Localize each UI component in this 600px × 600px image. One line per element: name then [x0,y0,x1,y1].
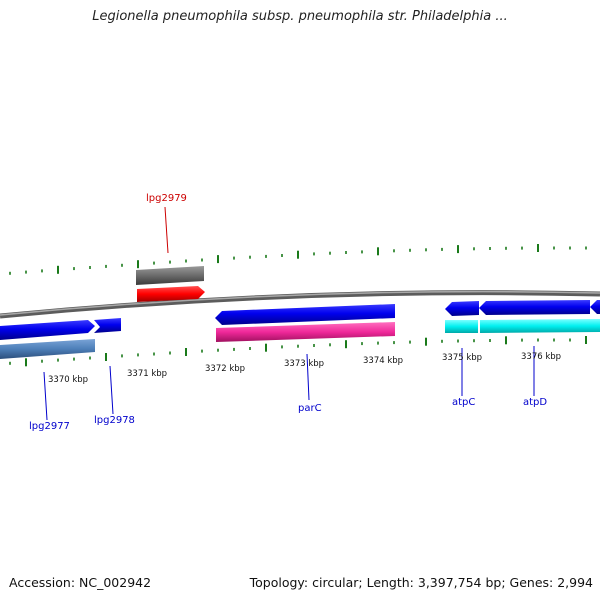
gene-atpD[interactable] [479,300,590,315]
gene-atp-next[interactable] [590,300,600,314]
gene-parC[interactable] [215,304,395,325]
scale-label: 3370 kbp [48,375,88,385]
gene-atpD-lower[interactable] [480,319,600,333]
gene-atpC[interactable] [445,301,479,316]
accession-text: Accession: NC_002942 [9,575,152,590]
gene-label-lpg2978[interactable]: lpg2978 [94,415,135,426]
genome-summary-text: Topology: circular; Length: 3,397,754 bp… [249,575,593,590]
gene-parC-lower[interactable] [216,322,395,342]
gene-atpC-lower[interactable] [445,320,478,333]
label-leader-lpg2977 [43,371,48,421]
scale-label: 3371 kbp [127,369,167,379]
gene-label-lpg2979[interactable]: lpg2979 [146,193,187,204]
scale-label: 3376 kbp [521,352,561,362]
gene-label-lpg2977[interactable]: lpg2977 [29,421,70,432]
scale-label: 3372 kbp [205,364,245,374]
gene-lpg2979-upper[interactable] [136,266,204,285]
scale-label: 3375 kbp [442,353,482,363]
gene-lpg2979[interactable] [137,286,205,302]
gene-label-atpD[interactable]: atpD [523,397,547,408]
gene-lpg2977-lower[interactable] [0,339,95,359]
genome-backbone-highlight [0,290,600,316]
inner-tick-track [9,336,587,367]
label-leader-parC [306,353,310,401]
scale-label: 3374 kbp [363,356,403,366]
gene-label-parC[interactable]: parC [298,403,322,414]
scale-label: 3373 kbp [284,359,324,369]
label-leader-lpg2978 [109,365,114,415]
gene-lpg2977[interactable] [0,320,95,340]
gene-label-atpC[interactable]: atpC [452,397,475,408]
label-leader-lpg2979 [164,206,169,254]
gene-lpg2978[interactable] [94,318,121,333]
outer-tick-track [9,244,587,275]
map-title: Legionella pneumophila subsp. pneumophil… [92,9,508,24]
genome-backbone [0,290,600,319]
